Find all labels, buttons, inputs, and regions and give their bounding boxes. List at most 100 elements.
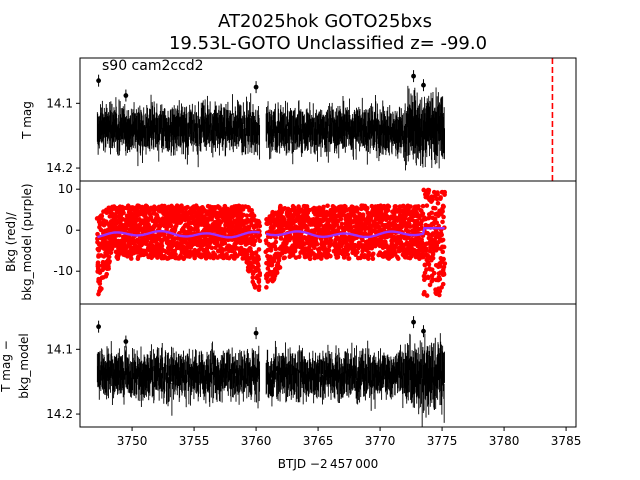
bkg-point (440, 209, 445, 214)
bkg-point (209, 245, 215, 251)
bkg-point (271, 258, 277, 264)
bkg-point (437, 292, 442, 298)
bkg-point (148, 214, 154, 220)
xtick-label: 3780 (489, 434, 520, 448)
bkg-point (251, 213, 257, 219)
bkg-point (345, 252, 351, 257)
panel-bottom-frame (79, 303, 577, 428)
bkg-model-line (265, 226, 445, 239)
bkg-point (426, 262, 432, 267)
panel-bottom-ylabel-line2: bkg_model (17, 333, 31, 399)
bkg-point (429, 210, 434, 216)
bkg-point (422, 262, 428, 268)
bkg-point (360, 237, 365, 243)
magnitude-points (96, 316, 446, 427)
bkg-point (430, 231, 436, 236)
bkg-point (440, 249, 446, 255)
bkg-point (432, 216, 438, 222)
bkg-point (430, 277, 436, 282)
bkg-point (431, 270, 437, 276)
panel-middle-data (94, 187, 448, 298)
bkg-point (273, 239, 279, 245)
bkg-point (440, 281, 446, 287)
xtick-label: 3765 (303, 434, 334, 448)
bkg-point (355, 206, 361, 212)
bkg-point (256, 284, 262, 289)
bkg-point (248, 267, 254, 273)
bkg-point (385, 208, 391, 213)
bkg-point (365, 205, 370, 211)
bkg-point (276, 258, 282, 263)
outlier-point (253, 84, 259, 90)
xtick-label: 3770 (365, 434, 396, 448)
bkg-point (153, 205, 158, 211)
bkg-point (393, 204, 399, 209)
panel-top-yticks: 14.1 14.2 (46, 96, 80, 175)
ytick-label: -10 (53, 264, 73, 278)
bkg-point (437, 276, 443, 282)
bkg-point (424, 293, 430, 298)
bkg-point (326, 247, 332, 253)
bkg-point (256, 277, 262, 283)
bkg-point (321, 204, 326, 210)
bkg-point (278, 236, 284, 241)
bkg-point (432, 205, 438, 211)
bkg-point (195, 227, 200, 233)
bkg-point (429, 267, 435, 272)
bkg-point (253, 250, 259, 255)
bkg-point (406, 229, 412, 234)
bkg-point (440, 237, 446, 243)
magnitude-points (96, 70, 446, 171)
bkg-point (256, 220, 262, 225)
bkg-point (107, 259, 112, 264)
bkg-point (312, 245, 317, 251)
outlier-point (96, 324, 101, 330)
bkg-point (441, 204, 446, 209)
x-axis-label: BTJD −2 457 000 (278, 457, 378, 471)
bkg-point (168, 223, 174, 229)
x-axis-ticks: 3750 3755 3760 3765 3770 3775 3780 3785 (117, 427, 581, 448)
bkg-point (104, 210, 110, 216)
outlier-point (411, 319, 416, 325)
bkg-point (106, 254, 112, 260)
figure-title-line2: 19.53L-GOTO Unclassified z= -99.0 (169, 33, 487, 54)
bkg-point (340, 241, 345, 247)
bkg-point (257, 223, 263, 229)
bkg-point (222, 240, 228, 246)
bkg-point (123, 226, 129, 231)
bkg-point (335, 254, 341, 260)
ytick-label: 10 (58, 182, 73, 196)
bkg-point (437, 288, 443, 294)
bkg-point (366, 250, 371, 256)
bkg-point (108, 250, 114, 255)
bkg-point (420, 211, 426, 216)
bkg-point (104, 271, 110, 277)
bkg-point (264, 285, 269, 290)
bkg-point (430, 255, 436, 261)
bkg-point (220, 246, 225, 252)
bkg-point (392, 250, 398, 256)
bkg-point (341, 255, 347, 260)
bkg-point (117, 232, 122, 238)
bkg-point (252, 238, 258, 244)
ytick-label: 14.2 (46, 407, 73, 421)
xtick-label: 3750 (117, 434, 148, 448)
bkg-point (95, 260, 101, 265)
bkg-point (440, 219, 445, 225)
panel-middle-ylabel-line2: bkg_model (purple) (20, 183, 34, 300)
panel-top-data (96, 58, 554, 181)
bkg-point (257, 232, 263, 238)
bkg-point (407, 224, 413, 229)
bkg-point (195, 224, 200, 229)
bkg-point (121, 210, 126, 216)
bkg-point (346, 256, 352, 261)
bkg-point (206, 251, 212, 257)
bkg-point (256, 247, 262, 252)
bkg-point (97, 281, 103, 286)
bkg-point (434, 220, 439, 225)
bkg-model-line (97, 229, 261, 239)
bkg-point (441, 244, 447, 250)
xtick-label: 3775 (427, 434, 458, 448)
bkg-point (176, 209, 182, 215)
outlier-point (96, 78, 101, 84)
